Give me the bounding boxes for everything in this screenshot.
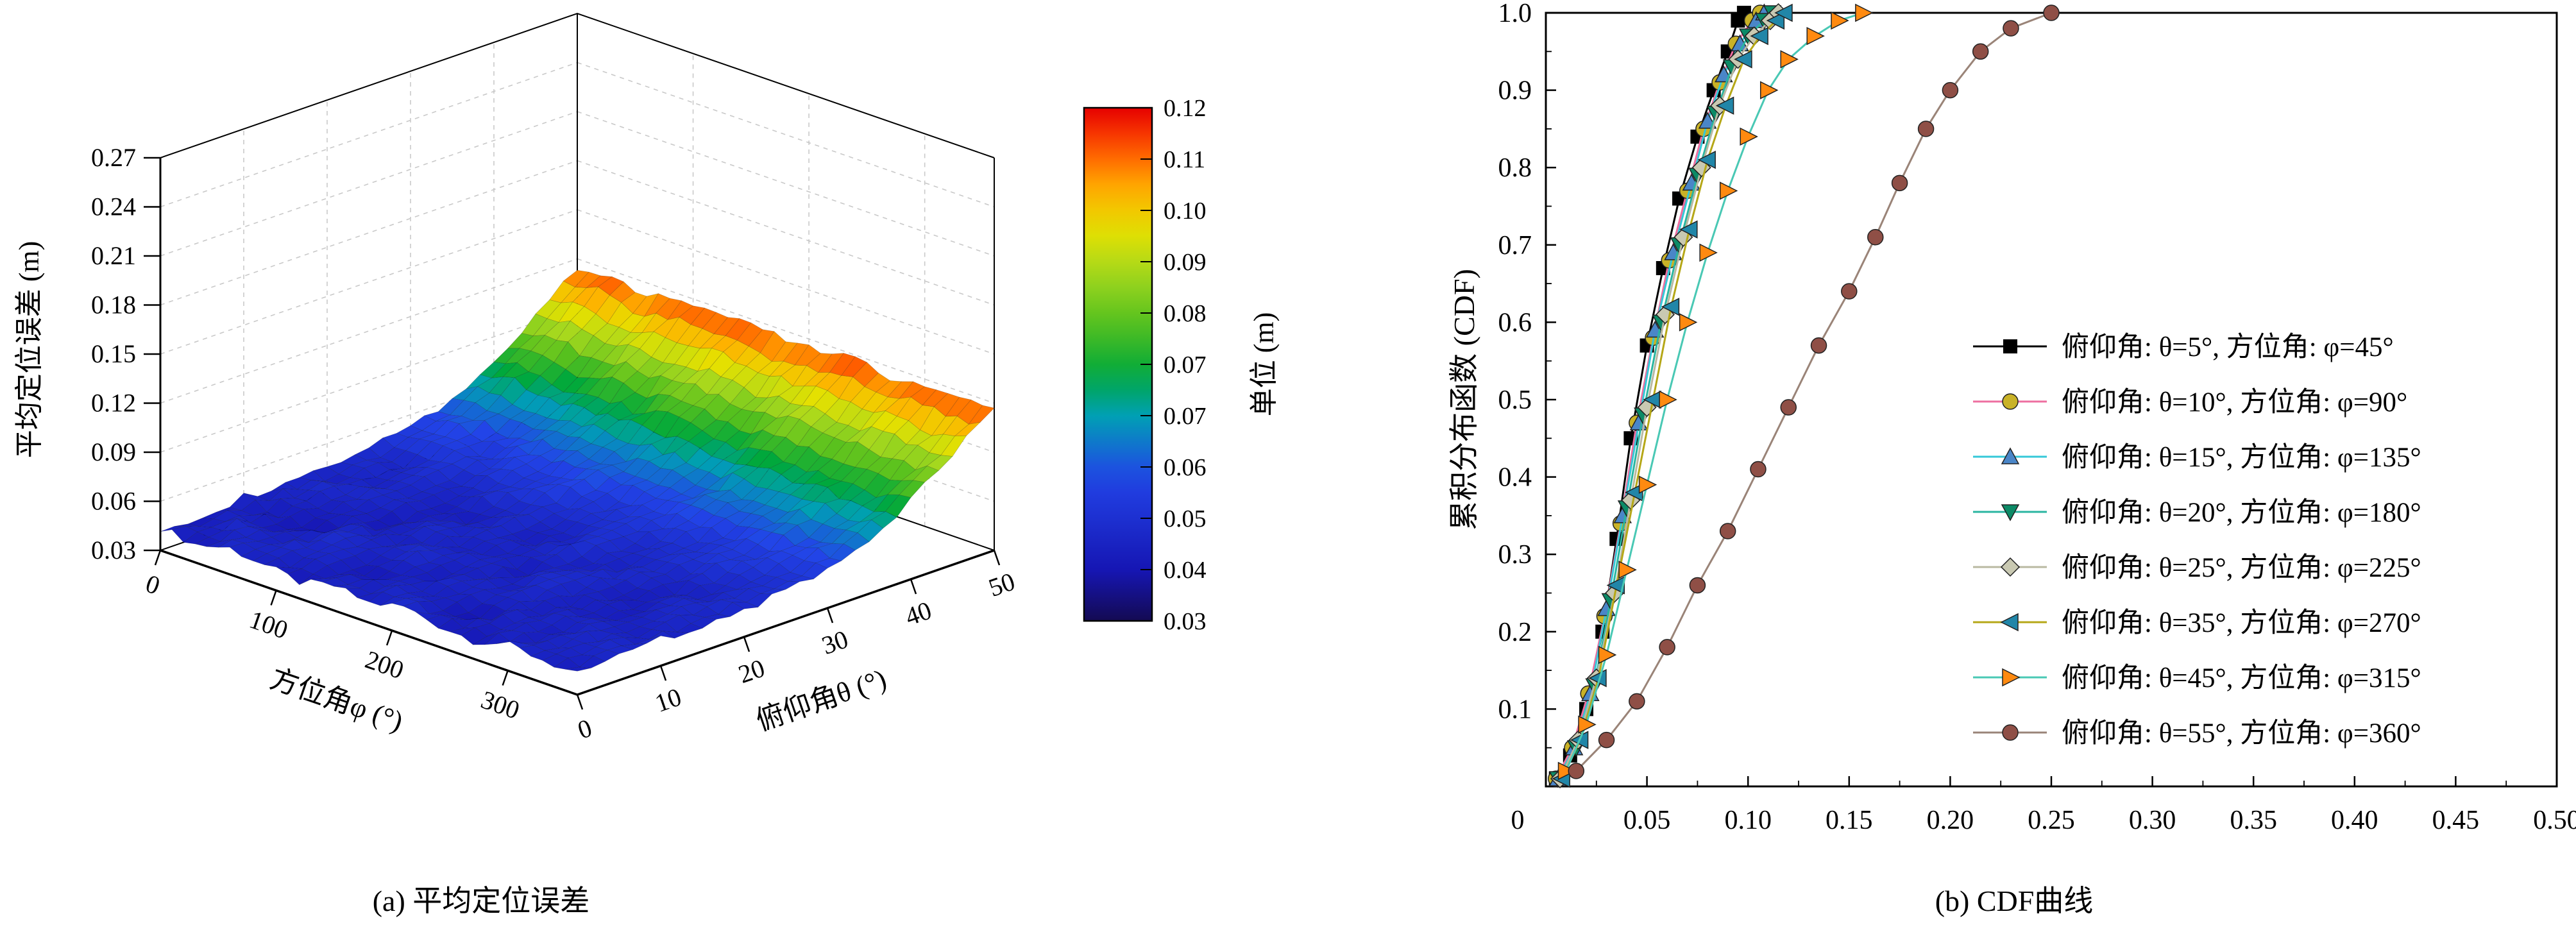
svg-text:20: 20 [734,653,768,689]
svg-text:0.09: 0.09 [1164,249,1207,276]
svg-text:0.11: 0.11 [1164,146,1205,173]
svg-text:0.07: 0.07 [1164,352,1207,378]
svg-text:10: 10 [651,682,684,718]
caption-b: (b) CDF曲线 [1935,885,2094,917]
legend-item-3: 俯仰角: θ=15°, 方位角: φ=135° [1973,442,2421,473]
svg-text:0.25: 0.25 [2028,806,2075,835]
svg-text:0.5: 0.5 [1498,386,1532,415]
svg-text:0.2: 0.2 [1498,618,1532,647]
svg-text:50: 50 [985,566,1018,602]
svg-text:0.10: 0.10 [1724,806,1772,835]
legend-item-6: 俯仰角: θ=35°, 方位角: φ=270° [1973,607,2421,638]
svg-text:0.45: 0.45 [2432,806,2480,835]
svg-text:100: 100 [246,605,291,645]
svg-text:300: 300 [477,685,523,725]
surface-mesh [160,269,995,672]
legend-item-2: 俯仰角: θ=10°, 方位角: φ=90° [1973,387,2407,418]
svg-text:0.21: 0.21 [91,241,136,270]
svg-text:0.03: 0.03 [91,536,136,564]
svg-text:0.1: 0.1 [1498,695,1532,724]
svg-text:0.06: 0.06 [91,487,136,516]
legend-item-1: 俯仰角: θ=5°, 方位角: φ=45° [1973,332,2394,362]
colorbar-label: 单位 (m) [1248,312,1280,417]
svg-text:200: 200 [362,645,407,684]
svg-text:0.6: 0.6 [1498,308,1532,337]
cdf-series-8 [1568,4,2060,779]
legend-item-8: 俯仰角: θ=55°, 方位角: φ=360° [1973,718,2421,749]
svg-text:0.35: 0.35 [2230,806,2277,835]
svg-text:0.10: 0.10 [1164,198,1207,225]
svg-text:0.20: 0.20 [1927,806,1974,835]
svg-text:0.4: 0.4 [1498,463,1532,493]
legend-label: 俯仰角: θ=55°, 方位角: φ=360° [2062,718,2421,749]
svg-text:0: 0 [574,713,596,745]
z-axis-ticks: 0.03 0.06 0.09 0.12 0.15 0.18 0.21 0.24 0.27 [91,143,160,564]
svg-text:0.7: 0.7 [1498,231,1532,260]
svg-text:0.03: 0.03 [1164,608,1207,635]
svg-text:0.9: 0.9 [1498,76,1532,106]
z-axis-label: 平均定位误差 (m) [13,241,45,459]
svg-text:0.27: 0.27 [91,143,136,172]
surface-plot: 0.030.060.090.120.150.180.210.240.270100… [13,12,1280,745]
svg-text:0.50: 0.50 [2533,806,2576,835]
legend-label: 俯仰角: θ=10°, 方位角: φ=90° [2062,387,2407,418]
svg-text:0.3: 0.3 [1498,540,1532,570]
svg-text:0.07: 0.07 [1164,403,1207,430]
cdf-series-7 [1557,3,1874,781]
caption-a: (a) 平均定位误差 [372,885,590,917]
svg-text:0.30: 0.30 [2129,806,2176,835]
x-axis-ticks: 0.05 0.10 0.15 0.20 0.25 0.30 0.35 0.40 0.45 0.50… [1511,776,2576,835]
colorbar: 0.12 0.11 0.10 0.09 0.08 0.07 0.07 0.06 0.05 0.04… [1083,95,1280,635]
cdf-plot: 0.05 0.10 0.15 0.20 0.25 0.30 0.35 0.40 0.45 0.50… [1448,0,2576,835]
legend: 俯仰角: θ=5°, 方位角: φ=45° 俯仰角: θ=10°, 方位角: φ=… [1973,332,2421,749]
svg-text:0.05: 0.05 [1164,505,1207,532]
svg-text:0.15: 0.15 [91,339,136,368]
legend-label: 俯仰角: θ=20°, 方位角: φ=180° [2062,497,2421,528]
origin-label: 0 [1511,806,1525,835]
y-axis-ticks: 0.1 0.2 0.3 0.4 0.5 0.6 0.7 0.8 0.9 1.0 [1498,0,1556,749]
svg-text:0: 0 [142,569,164,600]
svg-text:0.08: 0.08 [1164,300,1207,327]
svg-text:1.0: 1.0 [1498,0,1532,28]
svg-text:40: 40 [901,595,935,631]
legend-item-7: 俯仰角: θ=45°, 方位角: φ=315° [1973,663,2421,693]
svg-text:30: 30 [818,624,851,660]
svg-text:0.18: 0.18 [91,291,136,319]
svg-text:0.06: 0.06 [1164,454,1207,481]
legend-item-4: 俯仰角: θ=20°, 方位角: φ=180° [1973,497,2421,528]
svg-text:0.40: 0.40 [2331,806,2378,835]
legend-label: 俯仰角: θ=15°, 方位角: φ=135° [2062,442,2421,473]
legend-label: 俯仰角: θ=25°, 方位角: φ=225° [2062,552,2421,583]
svg-text:0.24: 0.24 [91,192,136,221]
legend-item-5: 俯仰角: θ=25°, 方位角: φ=225° [1973,552,2421,583]
legend-label: 俯仰角: θ=45°, 方位角: φ=315° [2062,663,2421,693]
legend-label: 俯仰角: θ=5°, 方位角: φ=45° [2062,332,2394,362]
svg-text:0.05: 0.05 [1623,806,1671,835]
svg-text:0.15: 0.15 [1826,806,1873,835]
elevation-axis-label: 俯仰角θ (°) [752,663,890,737]
svg-text:0.12: 0.12 [91,389,136,418]
legend-label: 俯仰角: θ=35°, 方位角: φ=270° [2062,607,2421,638]
svg-text:0.8: 0.8 [1498,153,1532,183]
svg-text:0.12: 0.12 [1164,95,1207,122]
svg-text:0.09: 0.09 [91,437,136,466]
cdf-series-6 [1552,3,1793,788]
svg-text:0.04: 0.04 [1164,557,1207,584]
cdf-y-axis-label: 累积分布函数 (CDF) [1448,269,1480,530]
